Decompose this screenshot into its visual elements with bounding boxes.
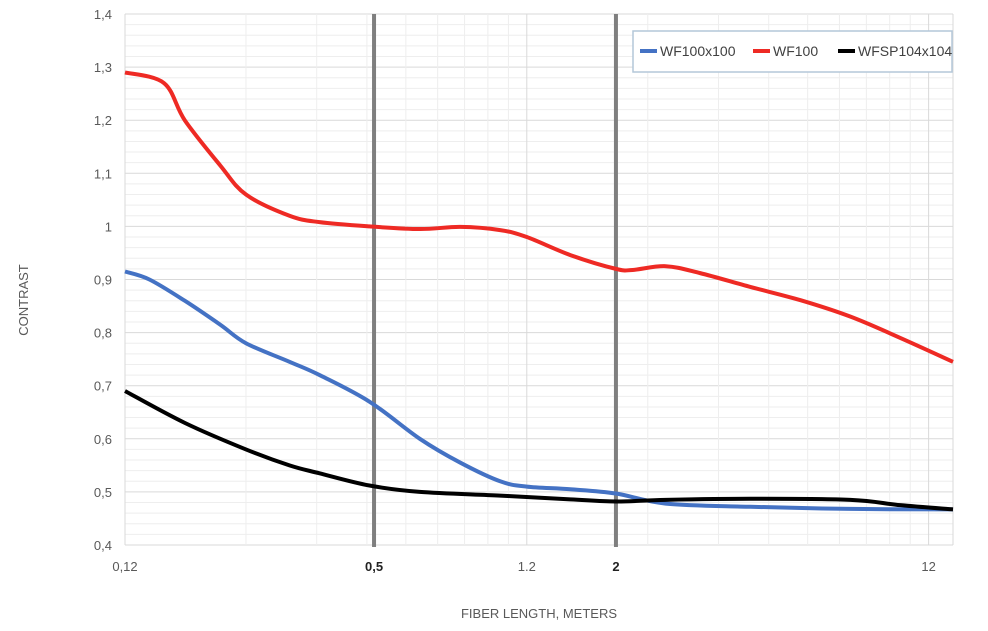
series-line-wf100 [124,70,954,364]
x-tick-labels: 0,12 0,5 1.2 2 12 [112,559,936,574]
x-tick-label: 0,12 [112,559,137,574]
x-tick-label: 0,5 [365,559,383,574]
y-tick-labels: 0,4 0,5 0,6 0,7 0,8 0,9 1 1,1 1,2 1,3 1,4 [94,7,112,553]
x-tick-label: 1.2 [518,559,536,574]
series-lines [124,70,954,512]
y-tick-label: 0,7 [94,379,112,394]
y-tick-label: 0,4 [94,538,112,553]
legend-label: WFSP104x104 [858,43,952,59]
y-tick-label: 0,6 [94,432,112,447]
grid [124,13,954,546]
y-axis-label: CONTRAST [16,264,31,336]
y-tick-label: 1,3 [94,60,112,75]
vertical-markers [372,14,618,547]
y-tick-label: 0,5 [94,485,112,500]
legend-label: WF100 [773,43,818,59]
legend-label: WF100x100 [660,43,736,59]
x-axis-label: FIBER LENGTH, METERS [461,606,617,621]
series-line-wfsp104x104 [124,389,954,512]
y-tick-label: 1,4 [94,7,112,22]
legend: WF100x100 WF100 WFSP104x104 [632,30,953,73]
x-tick-label: 2 [612,559,619,574]
y-tick-label: 0,9 [94,273,112,288]
y-tick-label: 1,2 [94,113,112,128]
y-tick-label: 1 [105,219,112,234]
y-tick-label: 1,1 [94,166,112,181]
series-line-wf100x100 [124,269,954,512]
x-tick-label: 12 [921,559,935,574]
y-tick-label: 0,8 [94,326,112,341]
